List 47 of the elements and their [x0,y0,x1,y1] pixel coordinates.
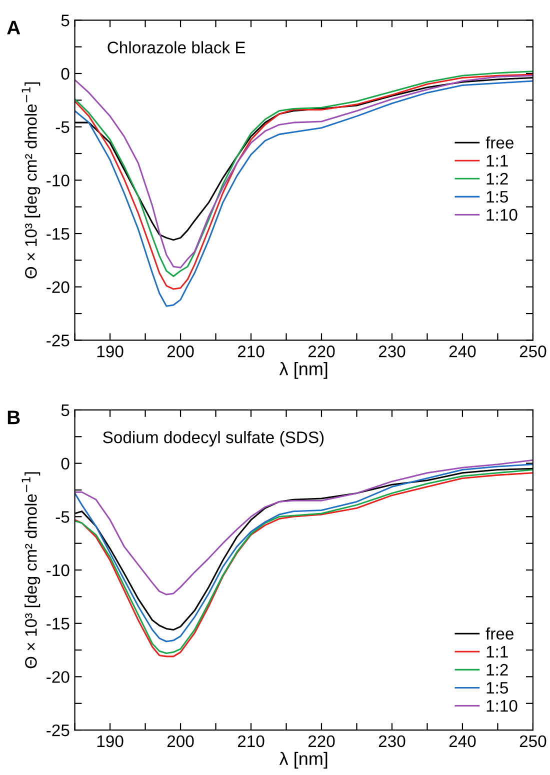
x-tick-label: 230 [378,735,406,748]
y-tick-label: -20 [46,671,70,683]
legend-label: 1:2 [486,664,508,676]
x-tick-label: 200 [167,346,194,358]
legend-label: 1:1 [486,646,508,658]
y-tick-label: -15 [46,618,70,630]
x-axis-title: λ [nm] [279,752,328,769]
x-tick-label: 250 [520,346,546,358]
text: B [8,410,20,424]
legend-label: 1:10 [486,208,518,221]
x-axis-title: λ [nm] [279,362,328,379]
x-tick-label: 230 [378,346,406,358]
y-tick-label: 0 [61,68,70,80]
x-tick-label: 190 [97,735,124,748]
legend-label: free [486,136,514,149]
annotation: Chlorazole black E [108,41,246,54]
y-axis-title: Θ × 10³ [deg cm² dmole$^{−1}$] [22,82,40,278]
legend-label: 1:5 [486,191,508,203]
legend-label: free [486,627,514,640]
y-tick-label: -25 [46,334,70,346]
x-tick-label: 240 [449,735,476,748]
y-tick-label: 0 [61,458,70,470]
y-tick-label: 5 [61,14,70,26]
x-tick-label: 240 [449,346,476,358]
x-tick-label: 220 [308,735,335,748]
y-tick-label: -5 [56,511,70,523]
y-tick-label: -5 [56,121,70,134]
x-tick-label: 250 [520,735,546,748]
y-tick-label: -10 [46,174,70,186]
y-tick-label: -15 [46,228,70,240]
y-axis-title: Θ × 10³ [deg cm² dmole$^{−1}$] [22,472,40,668]
legend-label: 1:1 [486,154,508,166]
y-tick-label: -25 [46,724,70,736]
legend-label: 1:5 [486,682,508,694]
x-tick-label: 210 [238,346,264,358]
annotation: Sodium dodecyl sulfate (SDS) [103,431,324,447]
y-tick-label: -20 [46,281,70,294]
y-tick-label: -10 [46,564,70,576]
legend-label: 1:10 [486,700,518,712]
text: A [7,20,20,34]
x-tick-label: 200 [167,735,194,748]
y-tick-label: 5 [61,404,70,416]
x-tick-label: 210 [238,735,264,748]
line-series [74,459,533,596]
legend-label: 1:2 [486,172,508,184]
x-tick-label: 190 [97,346,124,358]
x-tick-label: 220 [308,346,335,358]
